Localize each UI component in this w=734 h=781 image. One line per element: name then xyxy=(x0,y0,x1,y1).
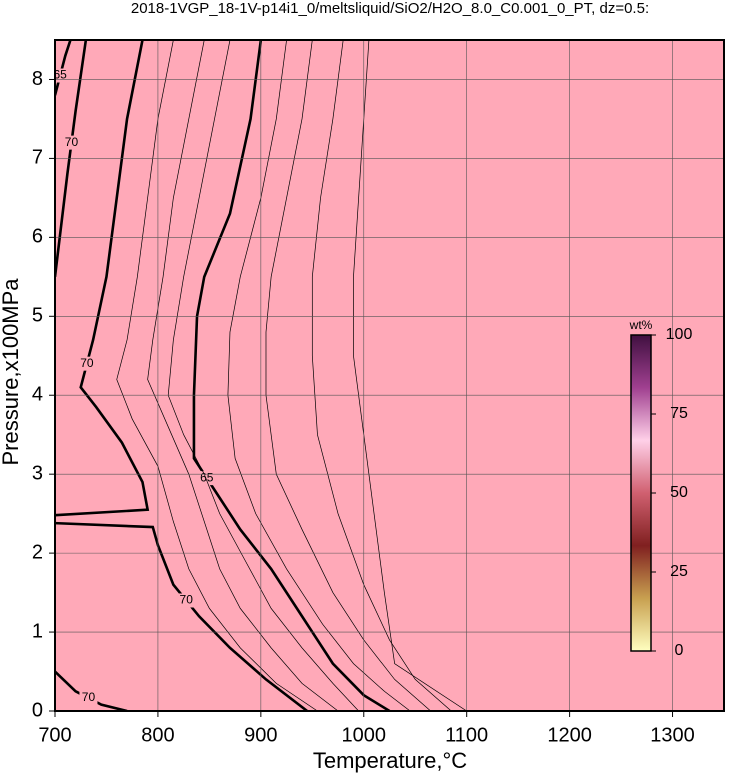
y-tick-label: 0 xyxy=(32,699,43,721)
y-tick-label: 5 xyxy=(32,305,43,327)
y-tick-label: 7 xyxy=(32,147,43,169)
contour-label: 70 xyxy=(80,356,94,370)
y-tick-label: 8 xyxy=(32,68,43,90)
y-tick-label: 1 xyxy=(32,620,43,642)
contour-label: 70 xyxy=(82,690,96,704)
y-tick-label: 3 xyxy=(32,462,43,484)
contour-label: 65 xyxy=(53,68,67,82)
chart-title: 2018-1VGP_18-1V-p14i1_0/meltsliquid/SiO2… xyxy=(131,0,649,17)
x-axis-label: Temperature,°C xyxy=(313,748,467,773)
x-tick-label: 1000 xyxy=(342,724,387,746)
colorbar-tick-label: 75 xyxy=(670,405,688,422)
contour-label-bg xyxy=(55,68,70,83)
plot-area xyxy=(55,40,724,711)
y-tick-label: 4 xyxy=(32,384,43,406)
contours: 70 70 65 70 65 70 xyxy=(53,40,467,711)
contour-label-bg xyxy=(197,471,216,486)
contour-line xyxy=(147,40,339,711)
contour-label-bg xyxy=(177,593,196,608)
x-tick-label: 1300 xyxy=(650,724,695,746)
colorbar-tick-label: 0 xyxy=(675,642,684,659)
contour-line xyxy=(265,40,431,711)
x-tick-label: 800 xyxy=(141,724,174,746)
contour-label: 70 xyxy=(65,135,79,149)
colorbar-tick-label: 50 xyxy=(670,484,688,501)
contour-label: 65 xyxy=(200,470,214,484)
x-tick-label: 700 xyxy=(38,724,71,746)
x-tick-label: 900 xyxy=(244,724,277,746)
contour-label-bg xyxy=(62,135,81,150)
y-axis-label: Pressure,x100MPa xyxy=(0,278,23,466)
colorbar-tick-label: 100 xyxy=(666,326,693,343)
contour-line xyxy=(167,40,359,711)
contour-label: 70 xyxy=(180,593,194,607)
colorbar-tick-label: 25 xyxy=(670,563,688,580)
colorbar-label: wt% xyxy=(629,318,653,332)
y-tick-label: 2 xyxy=(32,541,43,563)
contour-line xyxy=(311,40,452,711)
contour-label-bg xyxy=(79,690,98,705)
x-tick-label: 1200 xyxy=(547,724,592,746)
contour-line xyxy=(116,40,318,711)
plot-frame xyxy=(54,39,725,712)
colorbar xyxy=(630,334,652,652)
contour-label-bg xyxy=(77,356,96,371)
x-tick-label: 1100 xyxy=(445,724,488,746)
contour-line xyxy=(55,40,150,517)
y-tick-label: 6 xyxy=(32,226,43,248)
